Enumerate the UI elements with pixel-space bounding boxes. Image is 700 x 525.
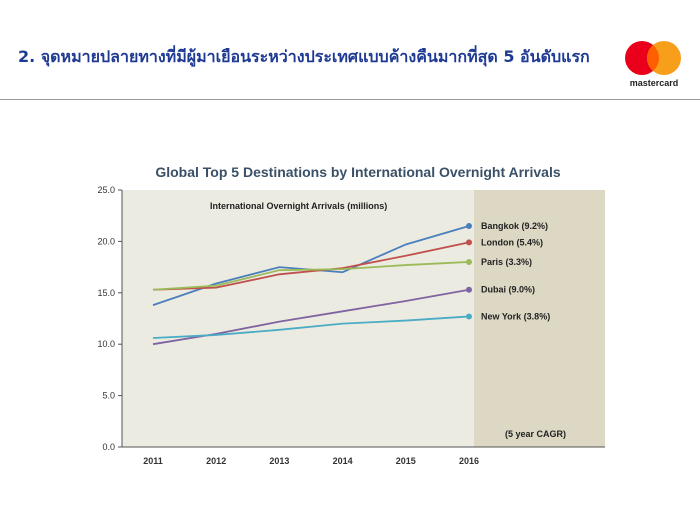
- mastercard-logo: [625, 41, 681, 75]
- x-tick-label: 2015: [396, 456, 416, 466]
- series-label: London (5.4%): [481, 237, 543, 247]
- x-tick-label: 2013: [269, 456, 289, 466]
- logo-overlap: [646, 45, 660, 71]
- y-tick-label: 15.0: [97, 288, 115, 298]
- shaded-region: [474, 190, 605, 447]
- y-tick-label: 25.0: [97, 185, 115, 195]
- y-tick-label: 20.0: [97, 236, 115, 246]
- y-tick-label: 0.0: [102, 442, 115, 452]
- series-end-point: [466, 258, 472, 265]
- series-label: New York (3.8%): [481, 311, 550, 321]
- series-end-point: [466, 239, 472, 246]
- series-label: Dubai (9.0%): [481, 285, 535, 295]
- y-tick-label: 5.0: [102, 391, 115, 401]
- x-tick-label: 2012: [206, 456, 226, 466]
- slide-title: 2. จุดหมายปลายทางที่มีผู้มาเยือนระหว่างป…: [18, 47, 590, 66]
- chart-annotation: International Overnight Arrivals (millio…: [210, 201, 387, 211]
- header-divider: [0, 99, 700, 100]
- series-line: [152, 315, 470, 339]
- series-label: Paris (3.3%): [481, 257, 532, 267]
- x-tick-label: 2016: [459, 456, 479, 466]
- series-end-point: [466, 222, 472, 229]
- series-label: Bangkok (9.2%): [481, 221, 548, 231]
- series-line: [152, 261, 470, 291]
- series-line: [152, 241, 470, 291]
- chart-title: Global Top 5 Destinations by Internation…: [155, 164, 561, 180]
- series-end-point: [466, 313, 472, 320]
- forecast-note: (5 year CAGR): [505, 429, 566, 439]
- chart-body: 0.0 5.0 10.0 15.0 20.0 25.0 2011 2012 2013 2014 20…: [97, 185, 605, 466]
- series-end-point: [466, 286, 472, 293]
- x-tick-label: 2014: [333, 456, 353, 466]
- y-tick-label: 10.0: [97, 339, 115, 349]
- x-tick-label: 2011: [143, 456, 163, 466]
- brand-wordmark: mastercard: [629, 78, 679, 88]
